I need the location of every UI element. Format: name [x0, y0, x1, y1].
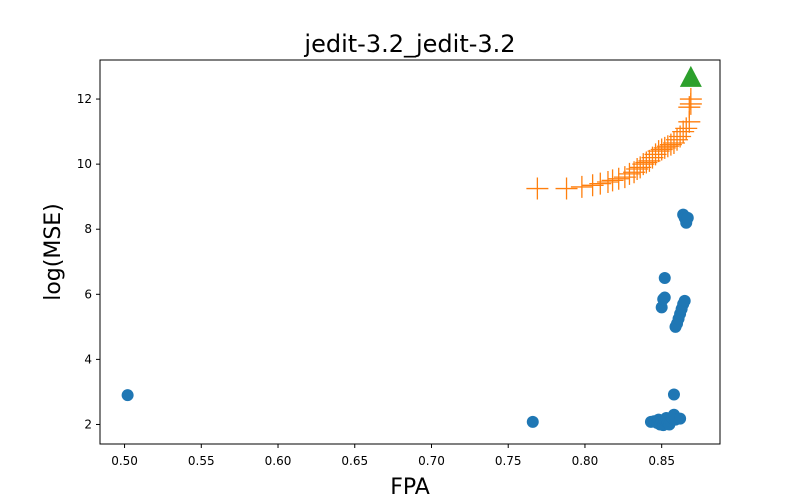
- data-point-s1-23: [662, 131, 685, 154]
- data-point-s1-27: [675, 117, 698, 140]
- x-tick-label: 0.80: [572, 454, 599, 468]
- data-point-s1-22: [659, 133, 682, 156]
- data-point-s1-1: [555, 177, 578, 200]
- data-point-s1-16: [641, 146, 664, 169]
- x-axis-label: FPA: [390, 475, 430, 500]
- data-point-s1-6: [601, 169, 624, 192]
- y-tick-label: 12: [77, 92, 92, 106]
- data-point-s1-31: [679, 88, 702, 111]
- x-tick-label: 0.70: [418, 454, 445, 468]
- data-point-s0-1: [526, 415, 539, 428]
- data-point-s1-18: [647, 140, 670, 163]
- data-point-s0-33: [681, 211, 694, 224]
- data-point-s1-11: [626, 158, 649, 181]
- data-point-s1-2: [570, 175, 593, 198]
- data-point-s1-29: [678, 96, 701, 119]
- x-tick-label: 0.85: [648, 454, 675, 468]
- data-point-s1-17: [644, 143, 667, 166]
- data-point-s1-21: [656, 135, 679, 158]
- data-point-s1-8: [613, 166, 636, 189]
- data-point-s0-21: [658, 291, 671, 304]
- data-point-s1-7: [607, 167, 630, 190]
- data-point-s1-14: [635, 151, 658, 174]
- data-point-s1-20: [653, 136, 676, 159]
- data-point-s1-0: [526, 177, 549, 200]
- data-point-s1-25: [669, 125, 692, 148]
- y-tick-label: 4: [84, 352, 92, 366]
- y-tick-label: 6: [84, 287, 92, 301]
- y-tick-label: 10: [77, 157, 92, 171]
- data-point-s0-0: [121, 389, 134, 402]
- chart-title: jedit-3.2_jedit-3.2: [303, 30, 515, 58]
- data-points: [121, 65, 702, 432]
- data-point-s1-26: [672, 120, 695, 143]
- x-tick-label: 0.65: [341, 454, 368, 468]
- x-tick-label: 0.75: [495, 454, 522, 468]
- data-point-s2-0: [679, 65, 702, 87]
- data-point-s1-13: [632, 153, 655, 176]
- data-point-s0-17: [674, 412, 687, 425]
- data-point-s0-18: [667, 388, 680, 401]
- x-tick-label: 0.55: [188, 454, 215, 468]
- data-point-s1-19: [650, 138, 673, 161]
- data-point-s1-12: [629, 156, 652, 179]
- y-axis-ticks: 2 4 6 8 10 12: [77, 92, 100, 431]
- x-tick-label: 0.50: [111, 454, 138, 468]
- data-point-s0-22: [658, 272, 671, 285]
- data-point-s1-24: [666, 128, 689, 151]
- x-axis-ticks: 0.50 0.55 0.60 0.65 0.70 0.75 0.80 0.85: [111, 444, 675, 468]
- data-point-s0-29: [678, 294, 691, 307]
- data-point-s1-15: [638, 149, 661, 172]
- y-tick-label: 8: [84, 222, 92, 236]
- y-axis-label: log(MSE): [41, 203, 66, 301]
- data-point-s1-5: [596, 171, 619, 194]
- y-tick-label: 2: [84, 417, 92, 431]
- data-point-s1-10: [623, 161, 646, 184]
- plot-frame: [99, 59, 721, 445]
- x-tick-label: 0.60: [265, 454, 292, 468]
